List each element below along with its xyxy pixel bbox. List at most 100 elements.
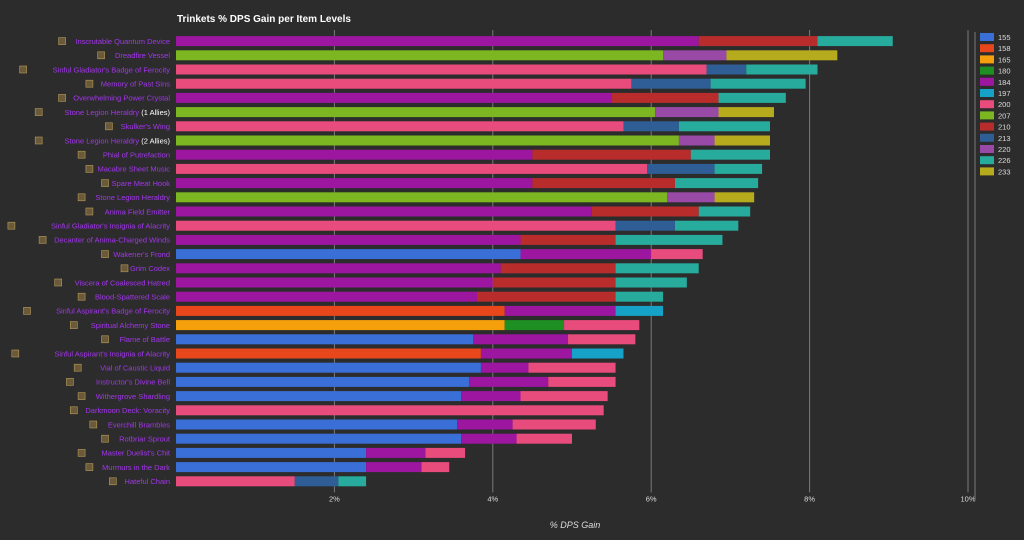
bar-segment-200: [176, 78, 632, 89]
bar-segment-184: [366, 447, 426, 458]
item-label: Hateful Chain: [125, 477, 170, 486]
bar-segment-155: [176, 391, 462, 402]
item-labels-group: Inscrutable Quantum Device Dreadfire Vess…: [7, 37, 171, 486]
item-icon: [101, 250, 109, 258]
item-icon: [34, 136, 43, 145]
item-name: Stone Legion Heraldry: [65, 108, 140, 117]
legend-swatch: [980, 100, 994, 109]
item-name: Stone Legion Heraldry: [95, 193, 170, 202]
bar-segment-184: [176, 291, 477, 302]
legend-swatch: [980, 122, 994, 131]
item-name: Everchill Brambles: [108, 420, 170, 429]
x-tick-label: 8%: [804, 494, 815, 503]
item-name: Instructor's Divine Bell: [96, 378, 170, 387]
item-name: Macabre Sheet Music: [97, 165, 170, 174]
legend-label: 180: [998, 67, 1011, 76]
item-name: Overwhelming Power Crystal: [73, 94, 170, 103]
bar-segment-155: [176, 362, 481, 373]
item-name: Rotbriar Sprout: [119, 435, 171, 444]
bar-segment-200: [564, 320, 640, 331]
item-name: Blood-Spattered Scale: [95, 293, 170, 302]
bar-segment-226: [698, 206, 751, 217]
bar-segment-226: [615, 234, 723, 245]
item-label: Rotbriar Sprout: [119, 435, 171, 444]
bar-segment-184: [176, 36, 699, 47]
bar-segment-200: [176, 163, 648, 174]
item-name: Withergrove Shardling: [96, 392, 170, 401]
bar-segment-200: [176, 220, 616, 231]
item-icon: [85, 463, 94, 471]
bar-segment-220: [678, 135, 715, 146]
bar-segment-200: [421, 462, 450, 473]
bar-segment-226: [690, 149, 770, 160]
item-label: Grim Codex: [130, 264, 170, 273]
bar-segment-213: [647, 163, 715, 174]
legend-swatch: [980, 44, 994, 53]
bar-segment-184: [176, 206, 592, 217]
item-label: Phial of Putrefaction: [103, 151, 170, 160]
bar-segment-213: [294, 476, 339, 487]
bar-segment-200: [520, 391, 608, 402]
bar-segment-184: [469, 376, 549, 387]
item-name: Inscrutable Quantum Device: [75, 37, 170, 46]
item-icon: [19, 65, 27, 74]
bar-segment-213: [623, 121, 679, 132]
legend-label: 207: [998, 111, 1011, 120]
legend-swatch: [980, 89, 994, 97]
item-icon: [23, 307, 31, 315]
item-name: Sinful Aspirant's Insignia of Alacrity: [54, 349, 170, 358]
bar-segment-200: [176, 64, 707, 75]
bar-segment-207: [176, 192, 668, 203]
bar-segment-184: [176, 178, 533, 189]
bar-segment-200: [568, 334, 636, 345]
item-icon: [11, 349, 20, 358]
legend-swatch: [980, 77, 994, 86]
legend-label: 210: [998, 123, 1011, 132]
item-name: Master Duelist's Chit: [101, 449, 170, 458]
bar-segment-226: [714, 163, 763, 174]
item-icon: [58, 37, 66, 45]
item-name: Viscera of Coalesced Hatred: [75, 278, 170, 287]
bars-group: [176, 36, 893, 487]
item-label: Macabre Sheet Music: [97, 165, 170, 174]
bar-segment-184: [473, 334, 569, 345]
item-label: Stone Legion Heraldry: [95, 193, 170, 202]
x-tick-label: 4%: [487, 494, 498, 503]
bar-segment-184: [176, 277, 493, 288]
item-label: Memory of Past Sins: [101, 80, 170, 89]
item-icon: [77, 292, 86, 301]
bar-segment-184: [457, 419, 513, 430]
bar-segment-184: [176, 234, 521, 245]
item-name: Grim Codex: [130, 264, 170, 273]
legend-swatch: [980, 33, 994, 41]
item-name: Skulker's Wing: [121, 122, 170, 131]
bar-segment-200: [548, 376, 616, 387]
bar-segment-213: [706, 64, 747, 75]
bar-segment-207: [176, 107, 656, 118]
legend-swatch: [980, 133, 994, 142]
bar-segment-226: [718, 92, 786, 103]
bar-segment-210: [520, 234, 616, 245]
bar-segment-200: [176, 405, 604, 416]
bar-segment-226: [615, 263, 699, 274]
item-label: Wakener's Frond: [113, 250, 170, 259]
bar-segment-184: [176, 263, 501, 274]
item-name: Flame of Battle: [120, 335, 170, 344]
bar-segment-220: [663, 50, 727, 61]
item-name: Anima Field Emitter: [105, 207, 171, 216]
item-icon: [7, 221, 16, 230]
bar-segment-184: [520, 249, 652, 260]
legend-label: 200: [998, 100, 1011, 109]
legend-swatch: [980, 145, 994, 153]
item-label: Withergrove Shardling: [96, 392, 170, 401]
bar-segment-200: [516, 433, 572, 444]
item-name-suffix: (1 Allies): [139, 108, 170, 117]
item-icon: [77, 193, 86, 202]
bar-segment-155: [176, 447, 367, 458]
bar-segment-158: [176, 305, 505, 316]
bar-segment-233: [718, 107, 774, 118]
item-name: Dreadfire Vessel: [115, 51, 170, 60]
item-icon: [109, 477, 117, 486]
item-name: Murmurs in the Dark: [102, 463, 170, 472]
bar-segment-197: [572, 348, 624, 359]
